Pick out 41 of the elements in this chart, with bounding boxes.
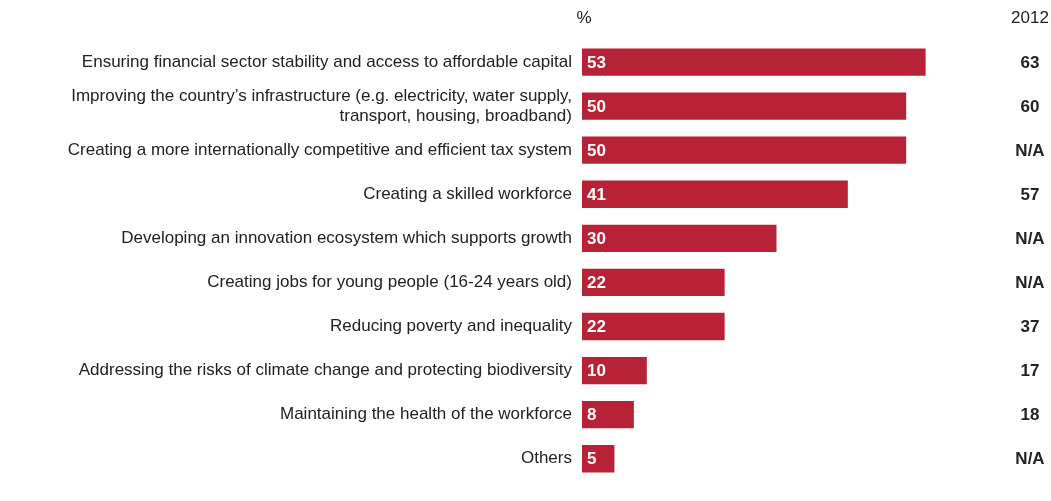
text: 18 [1020, 405, 1040, 425]
data-label: 50 [587, 96, 606, 116]
text: 57 [1020, 184, 1040, 204]
text: 63 [1020, 52, 1040, 72]
text: N/A [1015, 229, 1045, 249]
text: 60 [1020, 96, 1040, 116]
text: N/A [1015, 140, 1045, 160]
data-label: 41 [587, 184, 606, 204]
bar [582, 136, 907, 164]
y-tick-label: Maintaining the health of the workforce [279, 404, 572, 424]
bar [582, 224, 777, 253]
text: 2012 [1011, 7, 1049, 27]
y-tick-label: Improving the country’s infrastructure (e.g. electricity, water supply, transport, housing, broadband) [71, 85, 572, 126]
y-tick-label: Addressing the risks of climate change and protecting biodiversity [78, 360, 573, 380]
bar [582, 180, 848, 208]
data-label: 53 [587, 52, 606, 72]
bar [582, 92, 907, 120]
y-tick-label: Creating a more internationally competitive and efficient tax system [67, 139, 572, 159]
bar [582, 356, 647, 385]
data-label: 30 [587, 229, 606, 249]
data-label: 5 [587, 449, 597, 469]
y-tick-label: Developing an innovation ecosystem which supports growth [121, 228, 572, 248]
bar [582, 401, 634, 429]
bar [582, 312, 725, 341]
bar [582, 48, 926, 76]
text: N/A [1015, 449, 1045, 469]
y-tick-label: Reducing poverty and inequality [330, 316, 573, 336]
bar [582, 268, 725, 297]
text: 37 [1020, 317, 1040, 337]
y-tick-label: Creating a skilled workforce [363, 183, 572, 203]
data-label: 50 [587, 140, 606, 160]
data-label: 10 [587, 361, 606, 381]
y-tick-label: Creating jobs for young people (16-24 years old) [207, 272, 572, 292]
text: N/A [1015, 273, 1045, 293]
data-label: 8 [587, 405, 597, 425]
text: 17 [1020, 361, 1040, 381]
data-label: 22 [587, 273, 606, 293]
data-label: 22 [587, 317, 606, 337]
x-axis-title: % [576, 7, 592, 27]
y-tick-label: Ensuring financial sector stability and access to affordable capital [81, 51, 572, 71]
y-tick-label: Others [520, 448, 572, 468]
